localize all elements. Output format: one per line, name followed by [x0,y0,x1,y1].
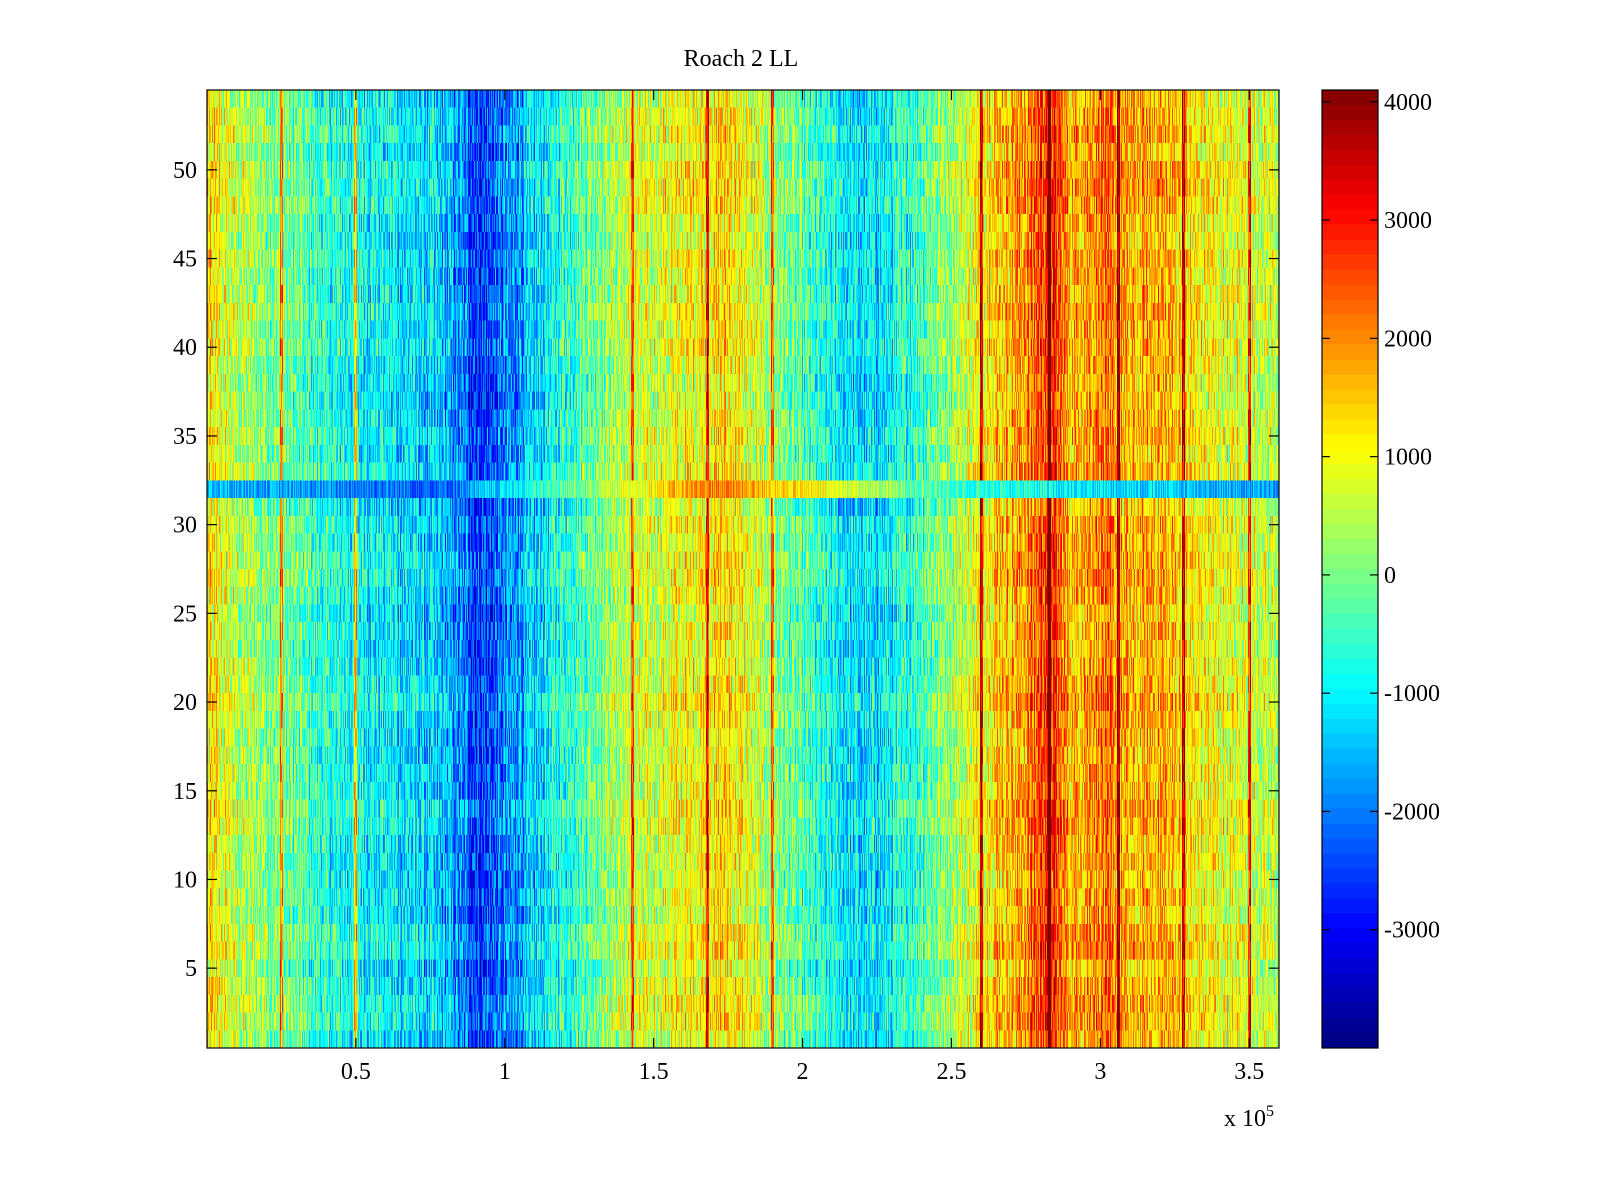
colorbar-tick-label: 1000 [1384,445,1432,471]
chart-title: Roach 2 LL [684,46,799,72]
colorbar-frame [1321,89,1379,1049]
x-tick-label: 3.5 [1234,1059,1264,1085]
y-tick-label: 40 [173,335,197,361]
colorbar-tick-label: 4000 [1384,90,1432,116]
colorbar-tick-label: 2000 [1384,326,1432,352]
y-tick-label: 50 [173,158,197,184]
plot-frame [206,89,1280,1049]
x-tick-label: 2.5 [936,1059,966,1085]
colorbar-axis: -3000 -2000 -1000 0 1000 2000 3000 4000 [1322,90,1440,944]
y-axis: 5 10 15 20 25 30 35 40 45 50 [173,158,1279,982]
heatmap-image [207,90,1279,1048]
y-tick-label: 35 [173,424,197,450]
colorbar-tick-label: -1000 [1384,681,1440,707]
colorbar-tick-label: -3000 [1384,918,1440,944]
colorbar [1322,90,1378,1048]
x-axis: 0.5 1 1.5 2 2.5 3 3.5 [341,90,1264,1085]
x-tick-label: 1.5 [639,1059,669,1085]
y-tick-label: 20 [173,690,197,716]
x-tick-label: 2 [797,1059,809,1085]
x-tick-label: 0.5 [341,1059,371,1085]
y-tick-label: 10 [173,867,197,893]
colorbar-tick-label: -2000 [1384,799,1440,825]
y-tick-label: 5 [185,956,197,982]
colorbar-tick-label: 3000 [1384,208,1432,234]
x-exponent-label: x 105 [1224,1103,1274,1132]
x-tick-label: 1 [499,1059,511,1085]
y-tick-label: 30 [173,513,197,539]
x-tick-label: 3 [1094,1059,1106,1085]
y-tick-label: 45 [173,247,197,273]
colorbar-tick-label: 0 [1384,563,1396,589]
y-tick-label: 15 [173,779,197,805]
y-tick-label: 25 [173,601,197,627]
